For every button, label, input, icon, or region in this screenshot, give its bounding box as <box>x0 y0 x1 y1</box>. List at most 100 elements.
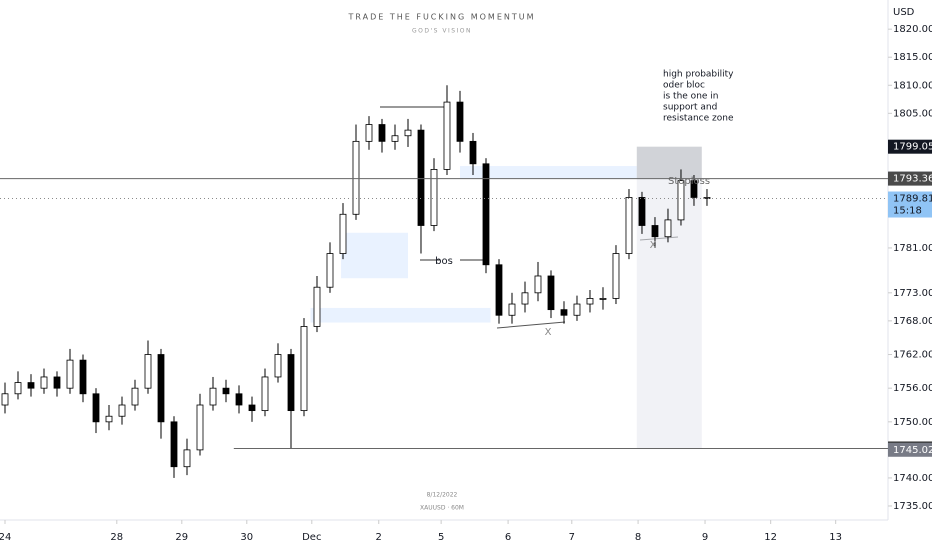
candle-body <box>443 101 451 170</box>
candle-body <box>638 197 646 226</box>
price-label-box <box>888 191 932 218</box>
candle-body <box>365 124 373 142</box>
stoploss-label: Stoploss <box>668 176 710 187</box>
y-tick-label: 1756.00 <box>893 383 932 394</box>
candle-body <box>677 180 685 221</box>
candle-body <box>183 449 191 468</box>
price-label: 1745.02 <box>893 445 932 456</box>
candle-body <box>222 387 230 395</box>
candle-body <box>690 180 698 198</box>
order-block-zone <box>341 232 408 279</box>
x-tick-label: 8 <box>635 532 641 543</box>
candle-body <box>534 275 542 294</box>
price-label: 1789.81 <box>893 194 932 205</box>
candle-body <box>14 382 22 395</box>
candle-body <box>313 286 321 327</box>
x-tick-label: 12 <box>764 532 777 543</box>
y-tick-label: 1762.00 <box>893 350 932 361</box>
watermark-symbol: XAUUSD · 60M <box>420 505 464 512</box>
candle-body <box>560 309 568 316</box>
candle-body <box>66 359 74 389</box>
x-tick-label: 29 <box>175 532 188 543</box>
candle-body <box>118 404 126 417</box>
x-tick-label: 9 <box>702 532 708 543</box>
x-tick-label: 2 <box>376 532 382 543</box>
candle-body <box>352 140 360 215</box>
annotation: oder bloc <box>663 81 705 91</box>
price-label-box <box>888 139 932 154</box>
subtitle: GOD'S VISION <box>412 28 472 35</box>
candle-body <box>92 393 100 423</box>
candle-body <box>300 326 308 412</box>
candle-body <box>417 129 425 226</box>
candle-body <box>157 354 165 423</box>
candle-body <box>144 354 152 389</box>
candle-body <box>391 135 399 142</box>
candle-body <box>547 275 555 311</box>
y-tick-label: 1805.00 <box>893 108 932 119</box>
candle-body <box>625 197 633 254</box>
annotation: high probability <box>663 70 734 80</box>
y-tick-label: 1810.00 <box>893 80 932 91</box>
y-tick-label: 1815.00 <box>893 52 932 63</box>
annotation: support and <box>663 103 717 113</box>
bos-label: bos <box>435 256 453 267</box>
price-label-box <box>888 171 932 186</box>
candle-body <box>378 124 386 142</box>
trend-line <box>496 321 566 329</box>
currency: USD <box>893 7 915 18</box>
candle-body <box>261 376 269 412</box>
x-tick-label: 7 <box>569 532 575 543</box>
candle-body <box>430 169 438 226</box>
x-tick-label: 13 <box>829 532 842 543</box>
target-zone <box>636 178 702 449</box>
annotation: is the one in <box>663 92 719 102</box>
candle-body <box>105 415 113 423</box>
candle-body <box>326 253 334 288</box>
x-tick-label: 5 <box>438 532 444 543</box>
stop-zone <box>636 146 702 179</box>
candle-body <box>482 163 490 266</box>
candle-body <box>27 382 35 389</box>
candle-body <box>248 404 256 412</box>
y-tick-label: 1740.00 <box>893 473 932 484</box>
y-tick-label: 1820.00 <box>893 24 932 35</box>
candle-body <box>664 219 672 238</box>
candle-body <box>40 376 48 389</box>
price-label-countdown: 15:18 <box>893 206 922 217</box>
y-tick-label: 1750.00 <box>893 417 932 428</box>
y-tick-label: 1773.00 <box>893 288 932 299</box>
trend-line <box>639 236 679 241</box>
candle-body <box>456 101 464 142</box>
candle-body <box>287 354 295 412</box>
title: TRADE THE FUCKING MOMENTUM <box>347 13 535 22</box>
candle-body <box>131 387 139 406</box>
candle-body <box>508 303 516 316</box>
y-tick-label: 1781.00 <box>893 243 932 254</box>
candle-body <box>703 197 711 199</box>
candle-body <box>79 359 87 395</box>
order-block-zone <box>310 307 491 323</box>
candle-body <box>274 354 282 378</box>
candle-body <box>651 225 659 238</box>
x-tick-label: 6 <box>505 532 511 543</box>
candle-body <box>495 264 503 316</box>
x-tick-label: 28 <box>110 532 123 543</box>
annotation: resistance zone <box>663 114 734 124</box>
candle-body <box>1 393 9 406</box>
candle-body <box>53 376 61 389</box>
x-tick-label: 24 <box>0 532 11 543</box>
candle-body <box>612 253 620 299</box>
candle-body <box>170 421 178 468</box>
candle-body <box>209 387 217 406</box>
x-tick-label: 30 <box>240 532 253 543</box>
candle-body <box>599 298 607 300</box>
candle-body <box>573 303 581 316</box>
order-block-zone <box>459 166 637 179</box>
x-label: X <box>650 240 657 251</box>
candle-body <box>586 298 594 305</box>
candle-body <box>469 140 477 165</box>
price-label: 1793.36 <box>893 174 932 185</box>
